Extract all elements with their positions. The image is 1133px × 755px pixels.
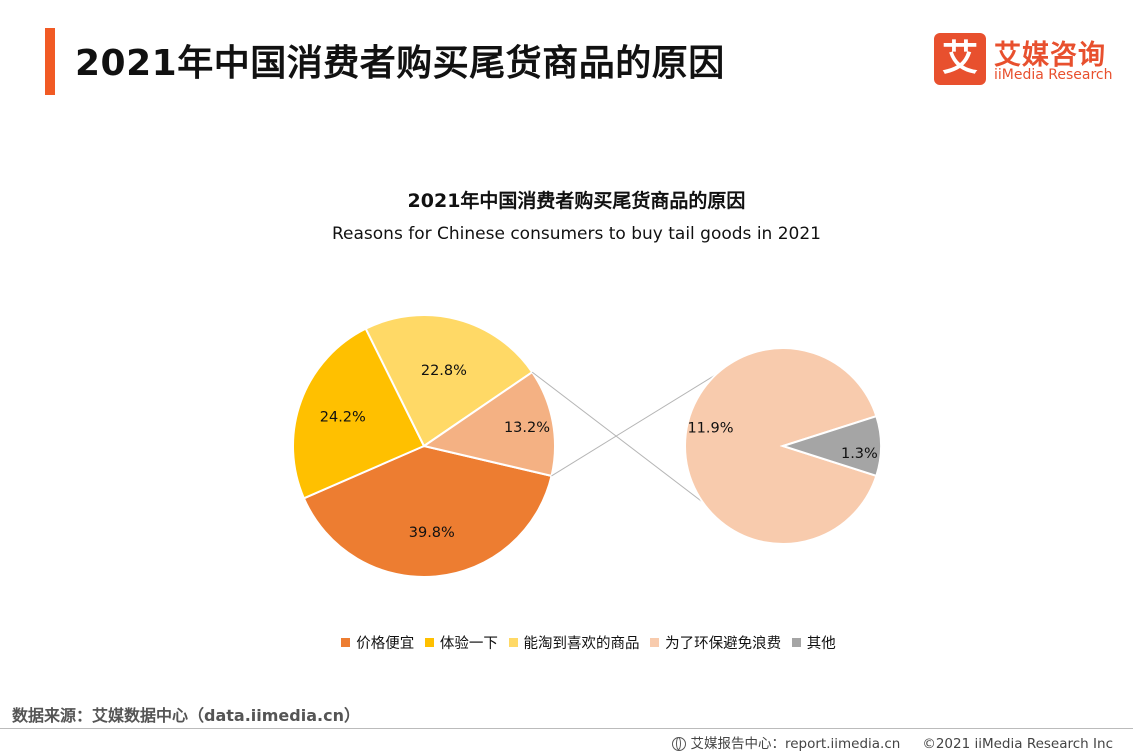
legend-label-eco: 为了环保避免浪费	[665, 636, 782, 652]
chart-legend: 价格便宜 体验一下 能淘到喜欢的商品 为了环保避免浪费 其他	[0, 632, 1133, 653]
legend-label-other: 其他	[806, 636, 836, 652]
legend-swatch-eco	[650, 638, 660, 647]
secondary-pie	[684, 347, 883, 545]
footer-divider	[0, 728, 1133, 729]
data-label-experience: 24.2%	[320, 409, 366, 425]
legend-item-other[interactable]: 其他	[791, 632, 836, 653]
legend-swatch-find-favorite	[508, 638, 518, 647]
pie-slice-find-favorite[interactable]	[364, 314, 534, 448]
legend-item-find-favorite[interactable]: 能淘到喜欢的商品	[508, 632, 640, 653]
chart-title: 2021年中国消费者购买尾货商品的原因	[407, 190, 746, 212]
data-label-other: 1.3%	[841, 446, 878, 462]
globe-icon	[672, 737, 687, 751]
pie-slice-experience[interactable]	[292, 327, 426, 500]
data-label-find-favorite: 22.8%	[421, 363, 467, 379]
footer: 艾媒报告中心：report.iimedia.cn ©2021 iiMedia Re…	[672, 732, 1113, 752]
legend-item-experience[interactable]: 体验一下	[424, 632, 498, 653]
legend-label-find-favorite: 能淘到喜欢的商品	[523, 636, 640, 652]
copyright: ©2021 iiMedia Research Inc	[922, 736, 1113, 752]
legend-item-eco[interactable]: 为了环保避免浪费	[650, 632, 781, 653]
legend-swatch-experience	[424, 638, 434, 647]
logo-name-en: iiMedia Research	[994, 67, 1113, 83]
main-pie	[292, 314, 556, 578]
data-label-price: 39.8%	[409, 525, 455, 541]
legend-swatch-other	[791, 638, 801, 647]
data-labels: 39.8% 24.2% 22.8% 13.2% 11.9% 1.3%	[320, 363, 878, 541]
iimedia-logo[interactable]: 艾 艾媒咨询 iiMedia Research	[934, 33, 1124, 89]
legend-label-price: 价格便宜	[356, 636, 415, 652]
legend-item-price[interactable]: 价格便宜	[341, 632, 414, 653]
report-center-link[interactable]: 艾媒报告中心：report.iimedia.cn	[690, 736, 901, 752]
data-label-eco-other: 13.2%	[504, 420, 550, 436]
sub-pie-slice-other[interactable]	[779, 414, 883, 478]
logo-name-cn: 艾媒咨询	[994, 40, 1106, 71]
data-source: 数据来源：艾媒数据中心（data.iimedia.cn）	[12, 706, 360, 725]
legend-swatch-price	[341, 638, 351, 647]
title-accent-bar	[45, 28, 55, 95]
legend-label-experience: 体验一下	[439, 636, 498, 652]
pie-slice-price[interactable]	[302, 444, 553, 578]
chart-subtitle: Reasons for Chinese consumers to buy tai…	[332, 224, 821, 244]
page-title: 2021年中国消费者购买尾货商品的原因	[75, 43, 725, 84]
pie-slice-eco-other[interactable]	[421, 370, 556, 478]
data-label-eco: 11.9%	[687, 420, 733, 436]
logo-mark-icon: 艾	[934, 33, 986, 85]
